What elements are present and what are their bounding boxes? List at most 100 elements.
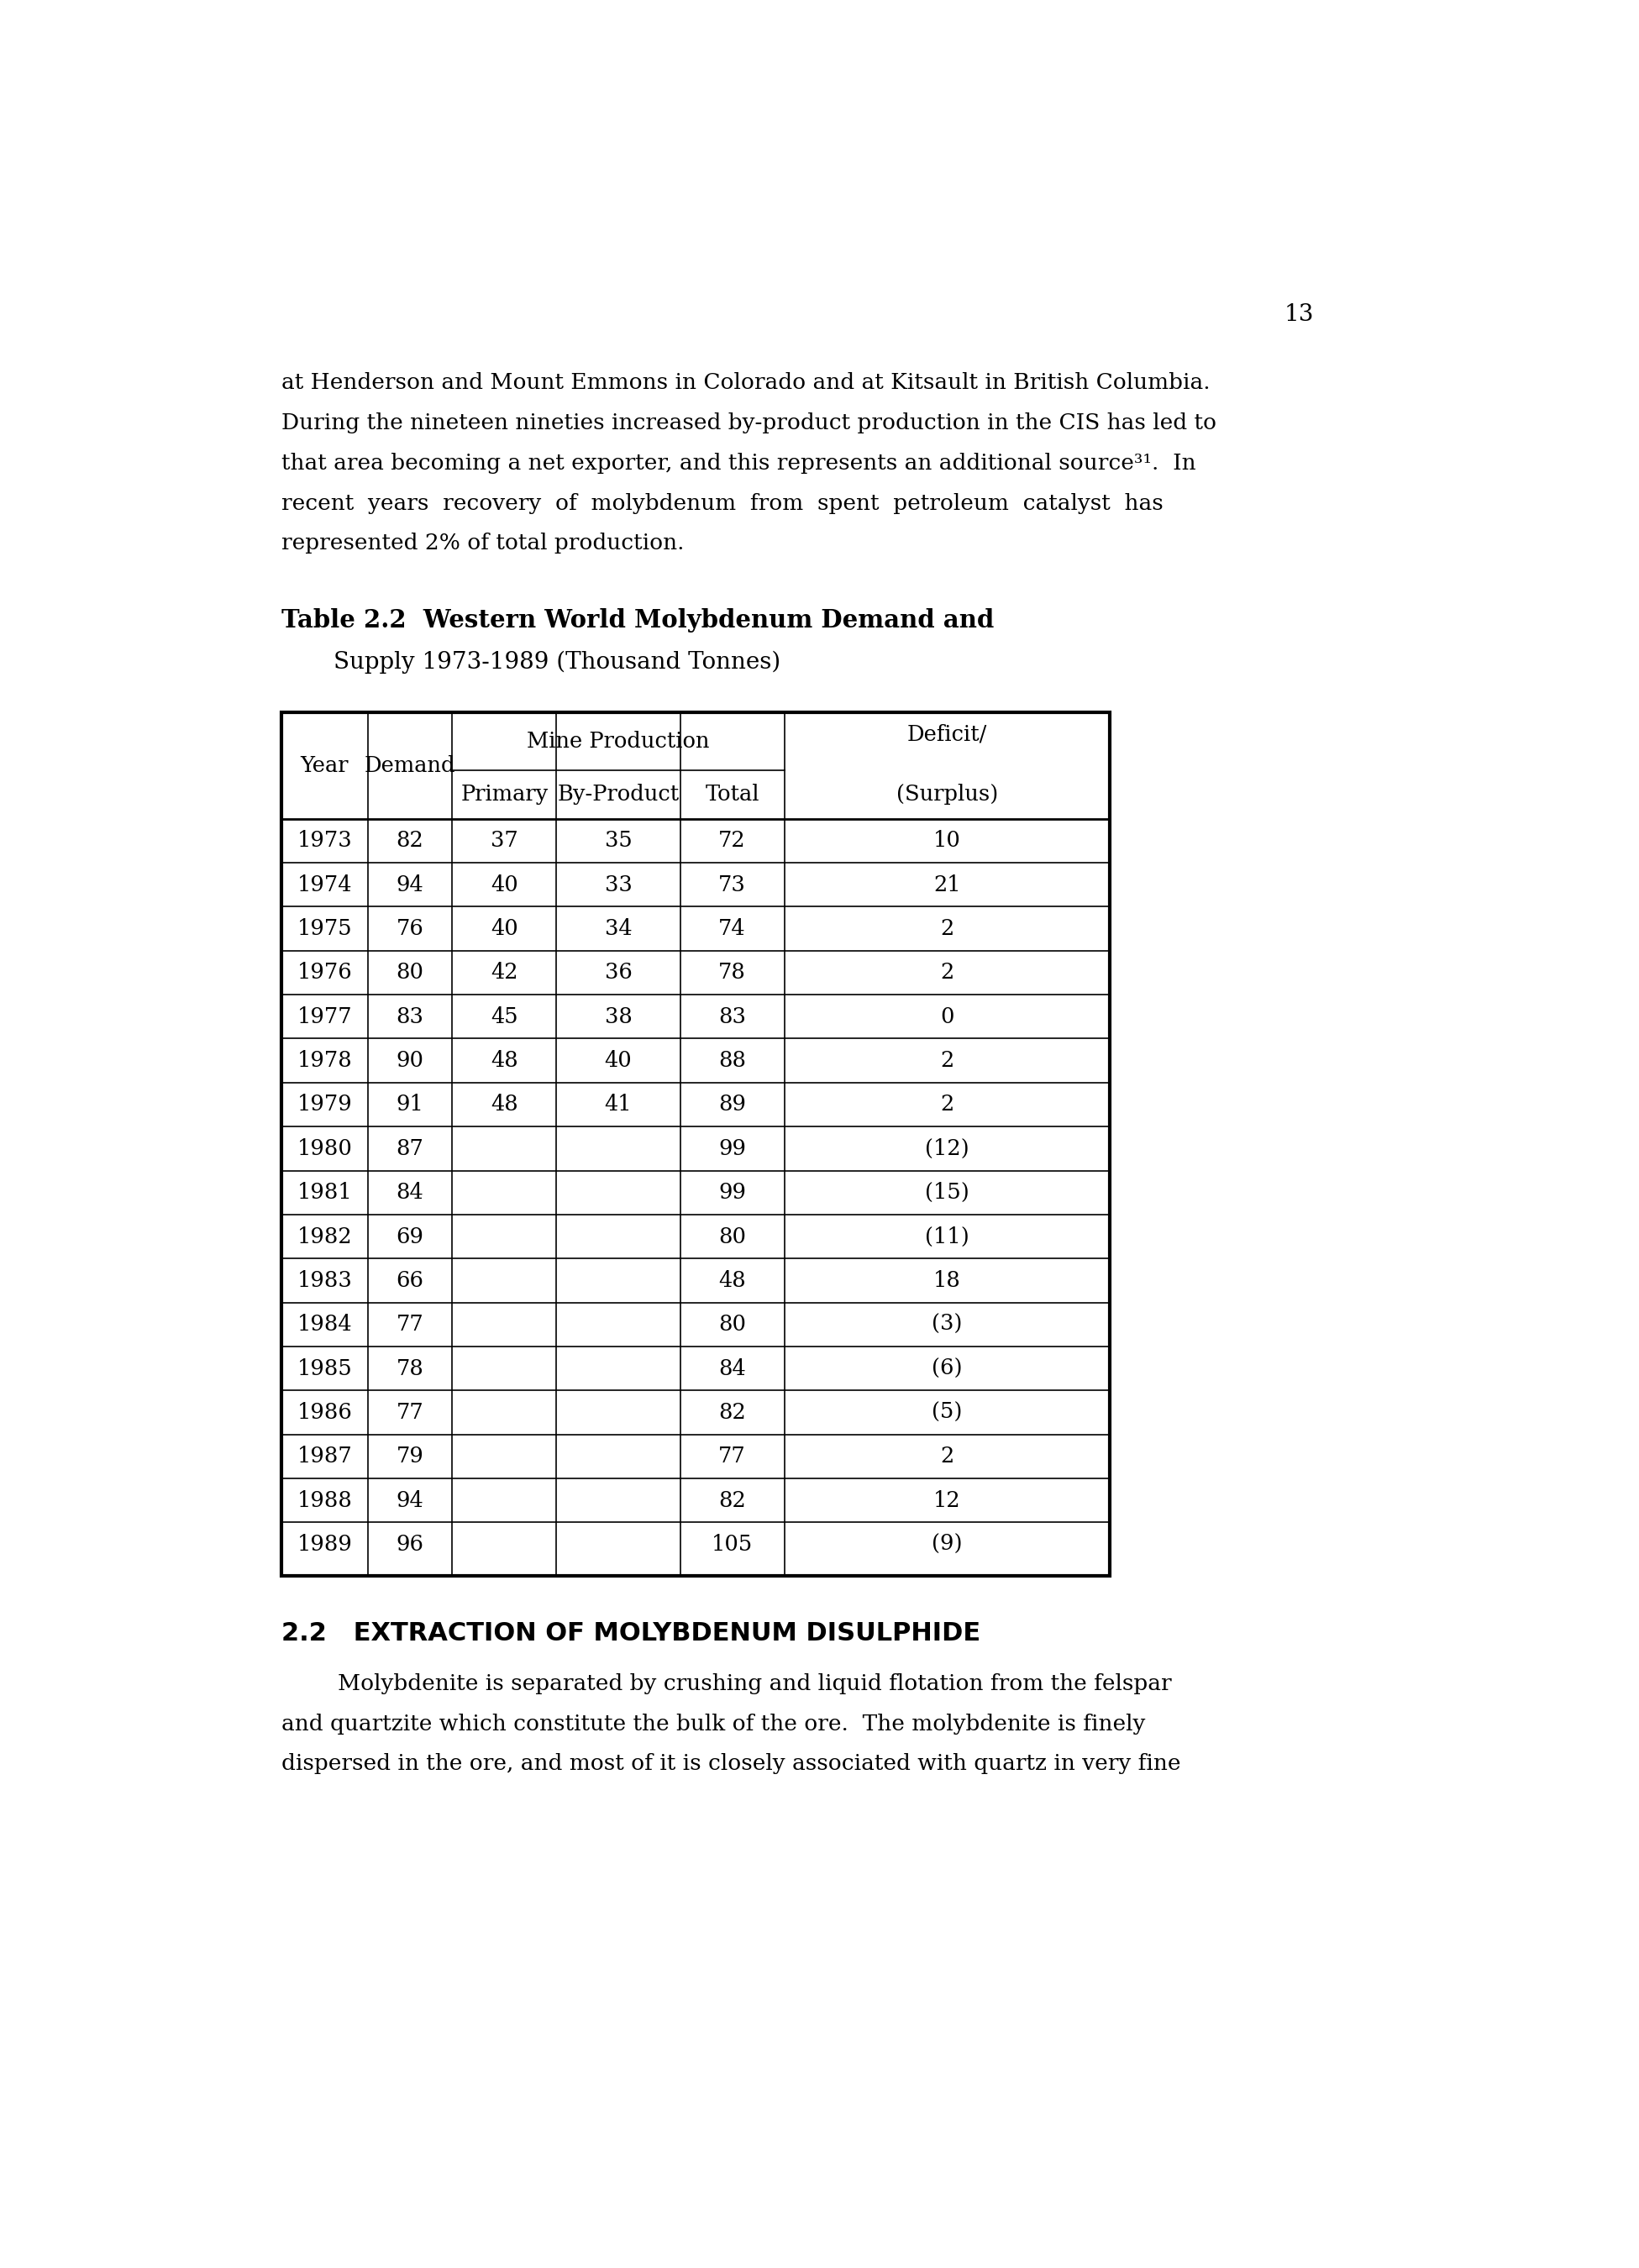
Text: 18: 18: [933, 1270, 960, 1290]
Text: 84: 84: [397, 1182, 425, 1202]
Text: 80: 80: [397, 962, 425, 982]
Text: (11): (11): [924, 1227, 969, 1247]
Text: 1979: 1979: [297, 1093, 352, 1116]
Text: 99: 99: [718, 1182, 746, 1202]
Text: 80: 80: [718, 1227, 746, 1247]
Text: During the nineteen nineties increased by-product production in the CIS has led : During the nineteen nineties increased b…: [282, 413, 1216, 433]
Text: 1982: 1982: [297, 1227, 352, 1247]
Text: at Henderson and Mount Emmons in Colorado and at Kitsault in British Columbia.: at Henderson and Mount Emmons in Colorad…: [282, 372, 1211, 392]
Text: Year: Year: [300, 755, 349, 776]
Text: 1980: 1980: [297, 1139, 352, 1159]
Text: Supply 1973-1989 (Thousand Tonnes): Supply 1973-1989 (Thousand Tonnes): [334, 651, 780, 674]
Text: 36: 36: [605, 962, 633, 982]
Text: 78: 78: [718, 962, 746, 982]
Text: 87: 87: [397, 1139, 425, 1159]
Text: By-Product: By-Product: [557, 785, 679, 805]
Text: 13: 13: [1283, 304, 1313, 327]
Text: recent  years  recovery  of  molybdenum  from  spent  petroleum  catalyst  has: recent years recovery of molybdenum from…: [282, 492, 1164, 515]
Text: 41: 41: [605, 1093, 633, 1116]
Text: Demand: Demand: [364, 755, 456, 776]
Text: 1977: 1977: [297, 1007, 352, 1027]
Text: 77: 77: [718, 1447, 746, 1467]
Text: 1975: 1975: [297, 919, 352, 939]
Text: 1981: 1981: [297, 1182, 352, 1202]
Text: 35: 35: [605, 830, 633, 850]
Text: dispersed in the ore, and most of it is closely associated with quartz in very f: dispersed in the ore, and most of it is …: [282, 1753, 1182, 1774]
Text: 40: 40: [490, 873, 518, 896]
Text: 89: 89: [718, 1093, 746, 1116]
Text: 82: 82: [718, 1490, 746, 1510]
Text: 48: 48: [490, 1093, 518, 1116]
Text: (12): (12): [924, 1139, 969, 1159]
Text: 1976: 1976: [297, 962, 352, 982]
Text: (6): (6): [931, 1359, 962, 1379]
Text: 1987: 1987: [297, 1447, 352, 1467]
Text: 2.2   EXTRACTION OF MOLYBDENUM DISULPHIDE: 2.2 EXTRACTION OF MOLYBDENUM DISULPHIDE: [282, 1622, 980, 1647]
Text: (9): (9): [931, 1533, 962, 1556]
Text: Molybdenite is separated by crushing and liquid flotation from the felspar: Molybdenite is separated by crushing and…: [282, 1674, 1172, 1694]
Text: 45: 45: [490, 1007, 518, 1027]
Text: Table 2.2  Western World Molybdenum Demand and: Table 2.2 Western World Molybdenum Deman…: [282, 608, 995, 633]
Text: 83: 83: [718, 1007, 746, 1027]
Text: 1985: 1985: [297, 1359, 352, 1379]
Text: 1973: 1973: [297, 830, 352, 850]
Text: 80: 80: [718, 1313, 746, 1336]
Text: 48: 48: [490, 1050, 518, 1070]
Text: Total: Total: [705, 785, 759, 805]
Text: (3): (3): [933, 1313, 962, 1336]
Text: 88: 88: [718, 1050, 746, 1070]
Text: 82: 82: [397, 830, 425, 850]
Bar: [282, 712, 1110, 1576]
Text: 77: 77: [397, 1313, 425, 1336]
Text: (15): (15): [924, 1182, 969, 1202]
Text: 79: 79: [397, 1447, 425, 1467]
Text: and quartzite which constitute the bulk of the ore.  The molybdenite is finely: and quartzite which constitute the bulk …: [282, 1712, 1146, 1735]
Text: 78: 78: [397, 1359, 425, 1379]
Text: 2: 2: [941, 1093, 954, 1116]
Text: 76: 76: [397, 919, 425, 939]
Text: 83: 83: [397, 1007, 425, 1027]
Text: 90: 90: [397, 1050, 425, 1070]
Text: 94: 94: [397, 873, 425, 896]
Text: 2: 2: [941, 1447, 954, 1467]
Text: (5): (5): [933, 1402, 962, 1422]
Text: 2: 2: [941, 962, 954, 982]
Text: 1974: 1974: [297, 873, 352, 896]
Text: 40: 40: [490, 919, 518, 939]
Text: Mine Production: Mine Production: [528, 730, 710, 751]
Text: Primary: Primary: [461, 785, 547, 805]
Text: 1986: 1986: [297, 1402, 352, 1422]
Text: 105: 105: [711, 1533, 752, 1556]
Text: 40: 40: [605, 1050, 633, 1070]
Text: 42: 42: [490, 962, 518, 982]
Text: 66: 66: [397, 1270, 425, 1290]
Text: 82: 82: [718, 1402, 746, 1422]
Text: 2: 2: [941, 919, 954, 939]
Text: 94: 94: [397, 1490, 425, 1510]
Text: represented 2% of total production.: represented 2% of total production.: [282, 533, 685, 553]
Text: 96: 96: [397, 1533, 425, 1556]
Text: 37: 37: [490, 830, 518, 850]
Text: 0: 0: [941, 1007, 954, 1027]
Text: 99: 99: [718, 1139, 746, 1159]
Text: 10: 10: [933, 830, 960, 850]
Text: 72: 72: [718, 830, 746, 850]
Text: 38: 38: [605, 1007, 633, 1027]
Text: 1988: 1988: [297, 1490, 352, 1510]
Text: 21: 21: [933, 873, 960, 896]
Text: 1984: 1984: [297, 1313, 352, 1336]
Text: 91: 91: [397, 1093, 425, 1116]
Text: that area becoming a net exporter, and this represents an additional source³¹.  : that area becoming a net exporter, and t…: [282, 454, 1196, 474]
Text: Deficit/: Deficit/: [906, 723, 987, 744]
Text: 48: 48: [718, 1270, 746, 1290]
Text: 77: 77: [397, 1402, 425, 1422]
Text: 74: 74: [718, 919, 746, 939]
Text: 84: 84: [718, 1359, 746, 1379]
Text: 1978: 1978: [297, 1050, 352, 1070]
Text: 1983: 1983: [297, 1270, 352, 1290]
Text: 73: 73: [718, 873, 746, 896]
Text: 2: 2: [941, 1050, 954, 1070]
Text: 12: 12: [933, 1490, 960, 1510]
Text: 69: 69: [397, 1227, 425, 1247]
Text: 33: 33: [605, 873, 633, 896]
